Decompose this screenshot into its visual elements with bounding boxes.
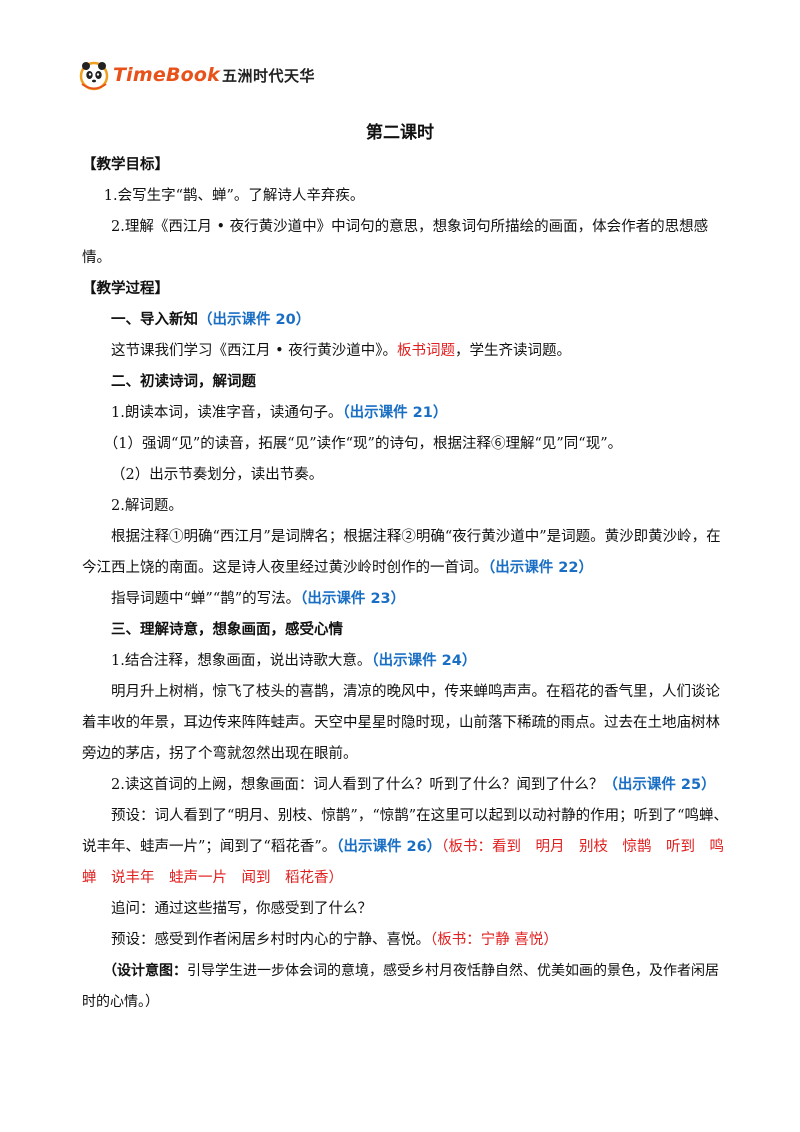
paragraph: 1.朗读本词，读准字音，读通句子。（出示课件 21） <box>82 398 732 429</box>
brand-name-cn: 五洲时代天华 <box>221 66 315 85</box>
note-label: （设计意图： <box>103 963 187 979</box>
note-text: 引导学生进一步体会词的意境，感受乡村月夜恬静自然、优美如画的景色，及作者闲居时的… <box>82 963 719 1010</box>
paragraph: 2.读这首词的上阙，想象画面：词人看到了什么？听到了什么？闻到了什么？（出示课件… <box>82 770 732 801</box>
paragraph: 1.结合注释，想象画面，说出诗歌大意。（出示课件 24） <box>82 646 732 677</box>
goals-heading: 【教学目标】 <box>82 157 169 173</box>
paragraph: 2.解词题。 <box>111 498 183 514</box>
paragraph: （1）强调“见”的读音，拓展“见”读作“现”的诗句，根据注释⑥理解“见”同“现”… <box>103 436 623 452</box>
paragraph: 明月升上树梢，惊飞了枝头的喜鹊，清凉的晚风中，传来蝉鸣声声。在稻花的香气里，人们… <box>82 684 720 762</box>
board-note: 板书词题 <box>397 343 456 359</box>
design-intent-note: （设计意图：引导学生进一步体会词的意境，感受乡村月夜恬静自然、优美如画的景色，及… <box>82 956 732 1018</box>
paragraph: （2）出示节奏划分，读出节奏。 <box>111 467 324 483</box>
paragraph-text: 1.结合注释，想象画面，说出诗歌大意。 <box>111 653 372 669</box>
paragraph: 根据注释①明确“西江月”是词牌名；根据注释②明确“夜行黄沙道中”是词题。黄沙即黄… <box>82 522 732 584</box>
courseware-ref: （出示课件 23） <box>300 591 406 607</box>
courseware-ref: （出示课件 22） <box>488 560 593 576</box>
board-note: （板书：看到 明月 别枝 惊鹊 听到 鸣蝉 说丰年 蛙声一片 闻到 稻花香） <box>82 839 724 886</box>
paragraph-text: 指导词题中“蝉”“鹊”的写法。 <box>111 591 301 607</box>
paragraph-text: 1.朗读本词，读准字音，读通句子。 <box>111 405 343 421</box>
header-logo: TimeBook 五洲时代天华 <box>78 58 315 92</box>
paragraph: 预设：感受到作者闲居乡村时内心的宁静、喜悦。（板书：宁静 喜悦） <box>82 925 732 956</box>
courseware-ref: （出示课件 24） <box>371 653 477 669</box>
section-3-title: 三、理解诗意，想象画面，感受心情 <box>111 622 343 638</box>
brand-name: TimeBook <box>113 64 220 86</box>
paragraph: 追问：通过这些描写，你感受到了什么？ <box>111 901 372 917</box>
paragraph-text: ，学生齐读词题。 <box>455 343 572 359</box>
courseware-ref: （出示课件 20） <box>198 312 311 328</box>
section-1-title: 一、导入新知（出示课件 20） <box>82 305 732 336</box>
process-heading: 【教学过程】 <box>82 281 169 297</box>
board-note: （板书：宁静 喜悦） <box>430 932 558 948</box>
panda-mascot-icon <box>79 61 109 91</box>
paragraph-text: 预设：感受到作者闲居乡村时内心的宁静、喜悦。 <box>111 932 430 948</box>
section-1-title-text: 一、导入新知 <box>111 312 198 328</box>
courseware-ref: （出示课件 26） <box>336 839 442 855</box>
paragraph: 预设：词人看到了“明月、别枝、惊鹊”，“惊鹊”在这里可以起到以动衬静的作用；听到… <box>82 801 732 894</box>
page-title: 第二课时 <box>366 123 434 143</box>
paragraph-text: 这节课我们学习《西江月 • 夜行黄沙道中》。 <box>111 343 398 359</box>
courseware-ref: （出示课件 25） <box>603 777 716 793</box>
paragraph-text: 预设：词人看到了“明月、别枝、惊鹊”，“惊鹊”在这里可以起到以动衬静的作用；听到… <box>82 808 729 855</box>
section-2-title: 二、初读诗词，解词题 <box>111 374 256 390</box>
courseware-ref: （出示课件 21） <box>342 405 448 421</box>
paragraph-text: 根据注释①明确“西江月”是词牌名；根据注释②明确“夜行黄沙道中”是词题。黄沙即黄… <box>82 529 721 576</box>
paragraph-text: 2.读这首词的上阙，想象画面：词人看到了什么？听到了什么？闻到了什么？ <box>111 777 604 793</box>
goal-item-1: 1.会写生字“鹊、蝉”。了解诗人辛弃疾。 <box>103 188 365 204</box>
goal-item-2: 2.理解《西江月 • 夜行黄沙道中》中词句的意思，想象词句所描绘的画面，体会作者… <box>82 219 709 266</box>
paragraph: 这节课我们学习《西江月 • 夜行黄沙道中》。板书词题，学生齐读词题。 <box>82 336 732 367</box>
document-body: 【教学目标】 1.会写生字“鹊、蝉”。了解诗人辛弃疾。 2.理解《西江月 • 夜… <box>82 150 732 1018</box>
paragraph: 指导词题中“蝉”“鹊”的写法。（出示课件 23） <box>82 584 732 615</box>
